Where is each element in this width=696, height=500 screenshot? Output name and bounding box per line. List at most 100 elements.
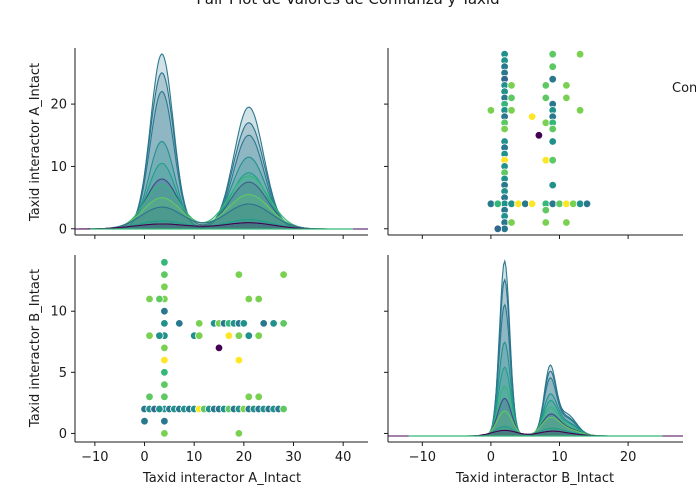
ab-point <box>160 368 169 377</box>
ba-point <box>527 199 537 208</box>
ba-point <box>575 199 585 208</box>
figure-title: Pair Plot de Valores de Confianza y Taxi… <box>196 0 499 8</box>
ab-ytick-label: 0 <box>59 427 67 442</box>
ab-point <box>279 270 288 279</box>
ab-ytick-label: 10 <box>50 305 67 320</box>
ab-point <box>160 380 169 389</box>
bb-xtick-label: 10 <box>551 450 568 465</box>
ba-point <box>562 81 571 90</box>
ba-point <box>541 155 550 165</box>
ba-point <box>486 106 496 115</box>
panel-a-vs-b-scatter: 0 5 10 −10 0 10 20 30 40 <box>50 255 368 465</box>
ab-point <box>224 331 234 340</box>
ba-point <box>562 218 571 227</box>
ba-point <box>548 62 557 71</box>
ab-point <box>160 355 169 365</box>
ab-point <box>254 331 263 340</box>
ab-point <box>244 294 253 304</box>
ab-point <box>234 331 244 340</box>
aa-ytick-label: 0 <box>59 222 67 237</box>
ab-point <box>259 319 268 328</box>
ba-point <box>507 106 516 115</box>
ba-point <box>548 50 557 59</box>
aa-ytick-label: 10 <box>50 160 67 175</box>
xlabel-right-column: Taxid interactor B_Intact <box>455 471 614 486</box>
ba-point <box>507 81 516 90</box>
bb-kde-curve-6 <box>388 397 683 437</box>
ba-point <box>582 199 592 208</box>
ba-point <box>507 218 516 227</box>
ab-point <box>234 355 244 365</box>
panel-b-vs-a-scatter <box>384 48 683 239</box>
ab-point <box>269 319 278 328</box>
ab-point <box>160 392 169 401</box>
ab-point <box>254 294 263 304</box>
ab-point <box>279 404 288 414</box>
ab-ytick-label: 5 <box>59 366 67 381</box>
ab-point <box>175 319 184 328</box>
ab-point <box>279 319 288 328</box>
ab-point <box>254 392 263 401</box>
ab-point <box>160 282 169 291</box>
ab-point <box>160 258 169 267</box>
ab-point <box>239 319 248 328</box>
ab-xtick-label: 40 <box>335 450 352 465</box>
ba-point <box>541 218 550 227</box>
ab-point <box>244 331 253 340</box>
ab-xtick-label: 10 <box>186 450 203 465</box>
ba-point <box>507 93 516 103</box>
ba-point <box>527 112 537 121</box>
bb-kde-curve-5 <box>388 385 683 437</box>
ab-point <box>234 270 244 279</box>
aa-kde-curve-0 <box>75 53 368 230</box>
ab-point <box>155 294 164 304</box>
ba-point <box>514 199 523 208</box>
bb-kde-curve-4 <box>388 366 683 437</box>
ylabel-top-row: Taxid interactor A_Intact <box>28 63 43 222</box>
aa-kde-curve-1 <box>75 72 368 230</box>
ba-point <box>534 131 544 140</box>
ab-point <box>145 392 154 401</box>
ba-point <box>521 199 530 208</box>
ba-point <box>486 199 496 208</box>
ba-point <box>548 180 557 190</box>
aa-ytick-label: 20 <box>50 98 67 113</box>
ab-point <box>145 331 154 340</box>
ab-point <box>160 270 169 279</box>
panel-a-vs-a-kde: 0 10 20 <box>50 48 368 239</box>
ba-point <box>541 205 550 215</box>
ab-point <box>155 404 164 414</box>
ab-point <box>145 294 154 304</box>
ba-point <box>493 199 502 208</box>
ab-xtick-label: −10 <box>81 450 108 465</box>
bb-kde-curve-7 <box>388 410 683 437</box>
ab-point <box>194 319 204 328</box>
ab-point <box>244 392 253 401</box>
ba-point <box>541 81 550 90</box>
xlabel-left-column: Taxid interactor A_Intact <box>142 471 301 486</box>
ab-point <box>140 417 149 426</box>
ba-point <box>555 199 564 208</box>
ba-point <box>575 50 585 59</box>
bb-kde-curve-1 <box>388 278 683 437</box>
ba-point <box>548 124 557 134</box>
ba-point <box>575 106 585 115</box>
ba-point <box>548 137 557 146</box>
bb-xtick-label: 20 <box>620 450 637 465</box>
ab-point <box>160 307 169 316</box>
ab-point <box>194 331 204 340</box>
panel-b-vs-b-kde: −10 0 10 20 <box>384 255 683 465</box>
ab-xtick-label: 20 <box>236 450 253 465</box>
ba-point <box>493 224 502 233</box>
ba-point <box>548 155 557 165</box>
bb-xtick-label: 0 <box>487 450 495 465</box>
bb-kde-curve-3 <box>388 341 683 437</box>
bb-kde-curve-0 <box>388 258 683 437</box>
ba-point <box>541 118 550 127</box>
ab-point <box>160 429 169 438</box>
ba-point <box>541 93 550 103</box>
ab-point <box>214 343 224 353</box>
ba-point <box>500 124 509 134</box>
ab-point <box>160 417 169 426</box>
